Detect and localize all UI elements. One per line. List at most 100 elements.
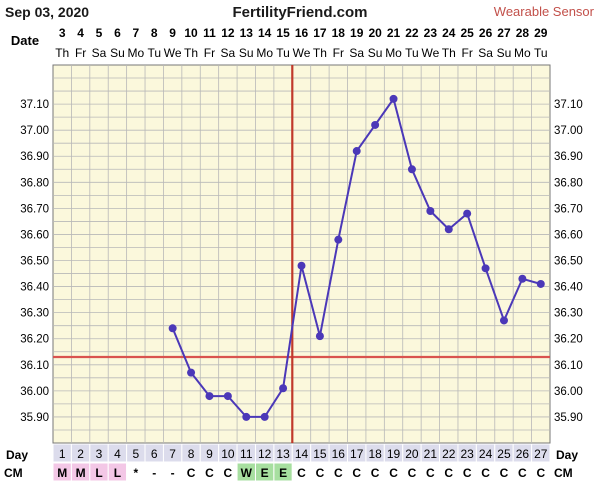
date-label: 13 <box>240 26 254 40</box>
weekday-label: Th <box>442 46 456 60</box>
day-number: 3 <box>96 447 103 461</box>
chart-date: Sep 03, 2020 <box>5 4 90 20</box>
temperature-point <box>260 412 269 421</box>
temperature-point <box>481 264 490 273</box>
weekday-label: We <box>293 46 311 60</box>
day-number: 9 <box>206 447 213 461</box>
temperature-point <box>407 165 416 174</box>
day-number: 16 <box>332 447 346 461</box>
cm-value: C <box>500 466 509 480</box>
y-tick-label-right: 36.60 <box>554 229 583 241</box>
y-tick-label-right: 36.70 <box>554 203 583 215</box>
y-tick-label-right: 36.10 <box>554 360 583 372</box>
cm-value: C <box>463 466 472 480</box>
y-tick-label-right: 36.30 <box>554 308 583 320</box>
weekday-label: Mo <box>256 46 273 60</box>
y-tick-label-left: 36.60 <box>20 229 49 241</box>
day-number: 27 <box>534 447 548 461</box>
date-label: 26 <box>479 26 493 40</box>
weekday-label: Su <box>110 46 125 60</box>
y-tick-label-right: 37.10 <box>554 99 583 111</box>
cm-value: C <box>334 466 343 480</box>
cm-value: C <box>444 466 453 480</box>
cm-value: M <box>76 466 86 480</box>
temperature-point <box>187 368 196 377</box>
date-label: 18 <box>332 26 346 40</box>
weekday-label: Mo <box>127 46 144 60</box>
temperature-point <box>168 324 177 333</box>
y-tick-label-right: 36.20 <box>554 334 583 346</box>
day-row-label-right: Day <box>556 448 578 462</box>
day-number: 21 <box>424 447 438 461</box>
day-number: 17 <box>350 447 364 461</box>
temperature-point <box>389 94 398 103</box>
y-tick-label-left: 36.20 <box>20 334 49 346</box>
date-label: 16 <box>295 26 309 40</box>
day-number: 15 <box>313 447 327 461</box>
temperature-point <box>205 392 214 401</box>
y-tick-label-left: 36.50 <box>20 256 49 268</box>
temperature-point <box>242 412 251 421</box>
cm-value: - <box>152 466 156 480</box>
weekday-label: Sa <box>349 46 364 60</box>
weekday-label: Sa <box>478 46 493 60</box>
cm-value: C <box>297 466 306 480</box>
site-title[interactable]: FertilityFriend.com <box>232 4 368 21</box>
date-label: 8 <box>151 26 158 40</box>
temperature-point <box>536 279 545 288</box>
y-tick-label-left: 36.80 <box>20 177 49 189</box>
day-number: 8 <box>188 447 195 461</box>
y-tick-label-left: 35.90 <box>20 412 49 424</box>
day-number: 7 <box>169 447 176 461</box>
y-tick-label-right: 36.40 <box>554 282 583 294</box>
date-label: 29 <box>534 26 548 40</box>
cm-value: * <box>133 466 138 480</box>
weekday-label: We <box>164 46 182 60</box>
y-tick-label-right: 36.50 <box>554 256 583 268</box>
cm-row-label-right: CM <box>554 466 573 480</box>
wearable-sensor-label[interactable]: Wearable Sensor <box>493 4 594 19</box>
day-number: 12 <box>258 447 272 461</box>
cm-value: L <box>95 466 102 480</box>
cm-row-label: CM <box>4 466 23 480</box>
y-tick-label-right: 36.80 <box>554 177 583 189</box>
date-label: 23 <box>424 26 438 40</box>
day-number: 2 <box>77 447 84 461</box>
weekday-label: Sa <box>92 46 107 60</box>
date-label: 10 <box>184 26 198 40</box>
weekday-label: Fr <box>333 46 344 60</box>
cm-value: C <box>536 466 545 480</box>
weekday-label: Th <box>184 46 198 60</box>
day-number: 19 <box>387 447 401 461</box>
y-tick-label-left: 36.30 <box>20 308 49 320</box>
cm-value: C <box>389 466 398 480</box>
y-tick-label-right: 35.90 <box>554 412 583 424</box>
day-number: 1 <box>59 447 66 461</box>
cm-value: E <box>279 466 287 480</box>
day-number: 13 <box>276 447 290 461</box>
day-number: 22 <box>442 447 456 461</box>
temperature-point <box>444 225 453 234</box>
y-tick-label-left: 36.70 <box>20 203 49 215</box>
y-tick-label-left: 37.00 <box>20 125 49 137</box>
date-label: 19 <box>350 26 364 40</box>
date-label: 4 <box>77 26 84 40</box>
date-label: 22 <box>405 26 419 40</box>
y-tick-label-left: 36.90 <box>20 151 49 163</box>
cm-value: C <box>426 466 435 480</box>
day-cell <box>531 443 551 463</box>
day-number: 6 <box>151 447 158 461</box>
cm-value: C <box>371 466 380 480</box>
cm-value: C <box>187 466 196 480</box>
weekday-label: Fr <box>462 46 473 60</box>
y-tick-label-right: 36.90 <box>554 151 583 163</box>
weekday-label: Su <box>239 46 254 60</box>
day-number: 25 <box>497 447 511 461</box>
temperature-point <box>297 261 306 270</box>
day-number: 10 <box>221 447 235 461</box>
cm-value: C <box>205 466 214 480</box>
date-label: 5 <box>96 26 103 40</box>
temperature-point <box>334 235 343 244</box>
weekday-label: Su <box>497 46 512 60</box>
temperature-point <box>426 206 435 215</box>
